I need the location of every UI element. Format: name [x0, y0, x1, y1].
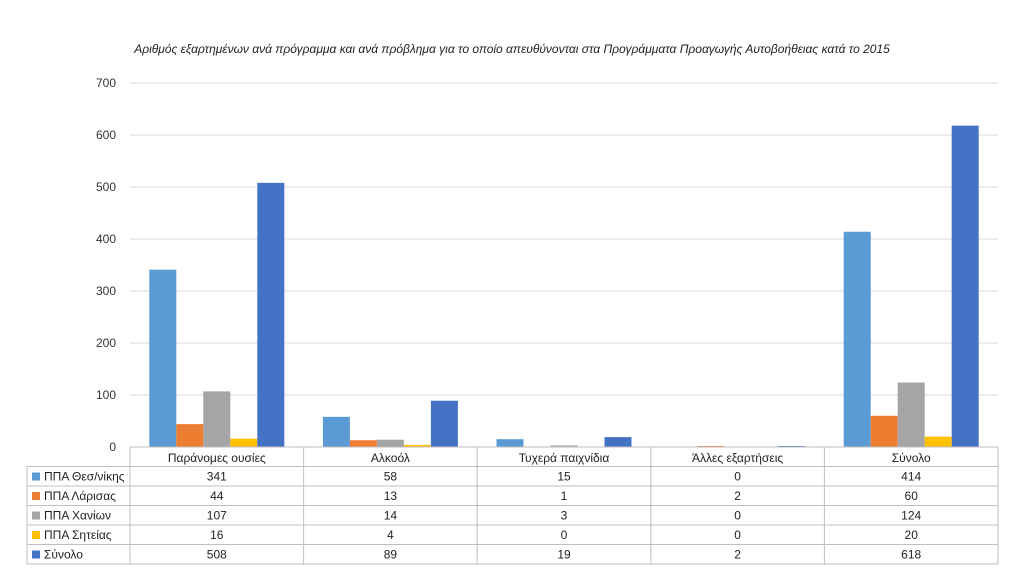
data-label: 58	[384, 470, 398, 484]
bar	[376, 439, 404, 447]
category-label: Άλλες εξαρτήσεις	[692, 451, 783, 465]
bar	[496, 439, 524, 447]
legend-key	[32, 550, 40, 559]
bar	[924, 436, 952, 447]
category-label: Παράνομες ουσίες	[168, 451, 266, 465]
data-label: 13	[384, 489, 398, 503]
data-label: 107	[207, 509, 227, 523]
y-tick-label: 300	[96, 284, 116, 298]
bar	[697, 445, 725, 447]
y-tick-label: 100	[96, 388, 116, 402]
legend-label: ΠΠΑ Σητείας	[44, 528, 112, 542]
legend-label: ΠΠΑ Χανίων	[44, 509, 111, 523]
data-label: 20	[905, 528, 919, 542]
bar	[897, 382, 925, 447]
legend-label: ΠΠΑ Λάρισας	[44, 489, 116, 503]
bar	[870, 415, 898, 447]
data-label: 3	[561, 509, 568, 523]
legend-key	[32, 511, 40, 520]
y-tick-label: 400	[96, 232, 116, 246]
data-label: 89	[384, 548, 398, 562]
category-label: Τυχερά παιχνίδια	[519, 451, 610, 465]
legend-label: Σύνολο	[44, 548, 83, 562]
legend-label: ΠΠΑ Θεσ/νίκης	[44, 470, 125, 484]
data-label: 1	[561, 489, 568, 503]
data-label: 15	[557, 470, 571, 484]
bar	[203, 391, 231, 447]
category-label: Σύνολο	[892, 451, 931, 465]
data-label: 16	[210, 528, 224, 542]
legend-key	[32, 492, 40, 500]
legend-key	[32, 472, 40, 481]
data-label: 19	[557, 548, 571, 562]
data-label: 0	[734, 528, 741, 542]
y-tick-label: 600	[96, 128, 116, 142]
bar	[257, 182, 285, 447]
data-label: 4	[387, 528, 394, 542]
bar	[550, 445, 578, 447]
bar	[843, 231, 871, 447]
bar	[403, 444, 431, 447]
data-label: 414	[901, 470, 921, 484]
data-label: 341	[207, 470, 227, 484]
y-tick-label: 700	[96, 76, 116, 90]
y-tick-label: 200	[96, 336, 116, 350]
y-tick-label: 0	[109, 440, 116, 454]
bar	[430, 400, 458, 447]
data-label: 618	[901, 548, 921, 562]
data-label: 60	[905, 489, 919, 503]
data-label: 0	[734, 509, 741, 523]
data-label: 0	[561, 528, 568, 542]
y-tick-label: 500	[96, 180, 116, 194]
bar	[778, 445, 806, 447]
legend-key	[32, 531, 40, 539]
data-label: 44	[210, 489, 224, 503]
data-label: 2	[734, 548, 741, 562]
bar	[230, 438, 258, 447]
bars	[149, 125, 979, 447]
chart-title: Αριθμός εξαρτημένων ανά πρόγραμμα και αν…	[134, 42, 890, 56]
data-label: 0	[734, 470, 741, 484]
bar	[349, 440, 377, 447]
y-axis: 0 100 200 300 400 500 600 700	[96, 76, 116, 454]
bar	[604, 437, 632, 447]
bar	[322, 416, 350, 447]
data-table: Παράνομες ουσίες Αλκοόλ Τυχερά παιχνίδια Άλ…	[26, 446, 999, 565]
data-label: 124	[901, 509, 921, 523]
bar	[149, 269, 177, 447]
data-label: 508	[207, 548, 227, 562]
data-label: 2	[734, 489, 741, 503]
data-label: 14	[384, 509, 398, 523]
bar	[951, 125, 979, 447]
bar	[176, 424, 204, 447]
category-label: Αλκοόλ	[371, 451, 410, 465]
